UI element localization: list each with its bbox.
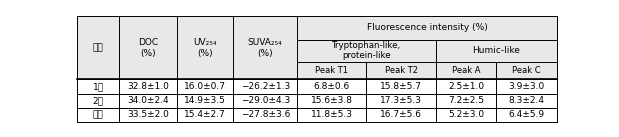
- Text: 원수: 원수: [93, 43, 103, 52]
- Text: 32.8±1.0: 32.8±1.0: [127, 82, 169, 91]
- Text: Peak T2: Peak T2: [384, 66, 418, 75]
- Text: 평균: 평균: [93, 110, 103, 119]
- Text: 15.6±3.8: 15.6±3.8: [311, 96, 353, 105]
- Bar: [297, 16, 557, 40]
- Text: 1차: 1차: [93, 82, 104, 91]
- Text: Fluorescence intensity (%): Fluorescence intensity (%): [366, 23, 487, 32]
- Text: 2차: 2차: [93, 96, 103, 105]
- Bar: [297, 62, 557, 79]
- Text: UV₂₅₄
(%): UV₂₅₄ (%): [193, 38, 217, 58]
- Text: 16.0±0.7: 16.0±0.7: [184, 82, 226, 91]
- Text: 3.9±3.0: 3.9±3.0: [509, 82, 545, 91]
- Bar: [77, 16, 297, 79]
- Text: 14.9±3.5: 14.9±3.5: [184, 96, 226, 105]
- Text: 6.4±5.9: 6.4±5.9: [509, 110, 545, 119]
- Text: Peak T1: Peak T1: [315, 66, 348, 75]
- Bar: [297, 40, 557, 62]
- Text: −27.8±3.6: −27.8±3.6: [241, 110, 290, 119]
- Text: 17.3±5.3: 17.3±5.3: [380, 96, 422, 105]
- Text: 5.2±3.0: 5.2±3.0: [448, 110, 484, 119]
- Text: 8.3±2.4: 8.3±2.4: [509, 96, 545, 105]
- Text: 33.5±2.0: 33.5±2.0: [127, 110, 169, 119]
- Text: 34.0±2.4: 34.0±2.4: [127, 96, 169, 105]
- Text: Tryptophan-like,
protein-like: Tryptophan-like, protein-like: [332, 41, 401, 60]
- Text: Humic-like: Humic-like: [472, 46, 521, 55]
- Text: Peak C: Peak C: [513, 66, 541, 75]
- Text: 11.8±5.3: 11.8±5.3: [311, 110, 353, 119]
- Text: 7.2±2.5: 7.2±2.5: [448, 96, 484, 105]
- Text: −29.0±4.3: −29.0±4.3: [241, 96, 290, 105]
- Text: 15.4±2.7: 15.4±2.7: [184, 110, 226, 119]
- Text: 16.7±5.6: 16.7±5.6: [380, 110, 422, 119]
- Text: −26.2±1.3: −26.2±1.3: [241, 82, 290, 91]
- Text: 2.5±1.0: 2.5±1.0: [448, 82, 484, 91]
- Text: SUVA₂₅₄
(%): SUVA₂₅₄ (%): [248, 38, 283, 58]
- Text: Peak A: Peak A: [452, 66, 480, 75]
- Text: 15.8±5.7: 15.8±5.7: [380, 82, 422, 91]
- Text: DOC
(%): DOC (%): [138, 38, 158, 58]
- Text: 6.8±0.6: 6.8±0.6: [314, 82, 350, 91]
